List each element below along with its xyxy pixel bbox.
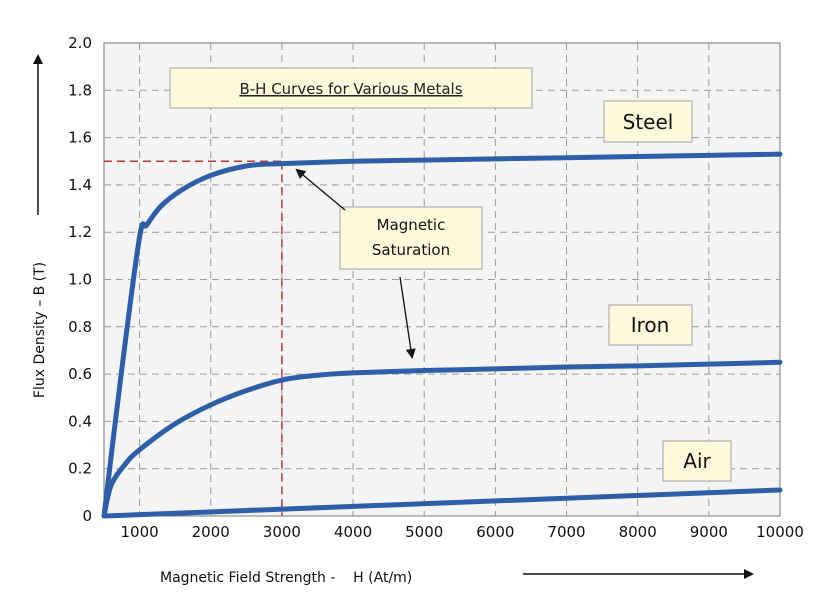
y-tick-label: 0.2: [68, 460, 92, 478]
saturation-arrow-steel: [295, 168, 346, 211]
y-tick-label: 0.4: [68, 412, 92, 430]
saturation-annotation-box: [339, 206, 483, 270]
x-tick-label: 8000: [619, 523, 657, 541]
saturation-arrow-iron: [399, 276, 416, 359]
x-tick-label: 1000: [120, 523, 158, 541]
saturation-annotation-line-2: Saturation: [372, 241, 450, 259]
y-tick-label: 0.6: [68, 365, 92, 383]
y-tick-labels: 0 0.2 0.4 0.6 0.8 1.0 1.2 1.4 1.6 1.8 2.0: [68, 34, 92, 525]
x-tick-label: 6000: [476, 523, 514, 541]
x-tick-label: 9000: [690, 523, 728, 541]
chart-title-box: [169, 67, 533, 109]
series-line-air: [101, 487, 783, 519]
y-tick-label: 1.0: [68, 271, 92, 289]
chart-title: B-H Curves for Various Metals: [239, 80, 462, 98]
x-axis-title: Magnetic Field Strength - H (At/m): [160, 570, 412, 586]
series-line-iron: [101, 359, 783, 519]
y-axis-title: Flux Density – B (T): [32, 262, 48, 398]
y-tick-label: 0.8: [68, 318, 92, 336]
air-label: Air: [683, 449, 711, 473]
air-label-box: [662, 440, 732, 482]
iron-label: Iron: [631, 313, 670, 337]
iron-label-box: [608, 304, 693, 346]
y-tick-label: 1.2: [68, 223, 92, 241]
saturation-marker-lines: [104, 160, 283, 516]
y-tick-label: 0: [82, 507, 92, 525]
steel-label-box: [603, 100, 693, 143]
x-tick-labels: 1000 2000 3000 4000 5000 6000 7000 8000 9000 1000…: [120, 523, 803, 541]
x-tick-label: 4000: [334, 523, 372, 541]
steel-label: Steel: [623, 110, 674, 134]
x-tick-label: 7000: [547, 523, 585, 541]
y-tick-label: 1.6: [68, 129, 92, 147]
y-tick-label: 2.0: [68, 34, 92, 52]
x-tick-label: 5000: [405, 523, 443, 541]
y-tick-label: 1.8: [68, 81, 92, 99]
saturation-annotation-line-1: Magnetic: [377, 216, 446, 234]
series-curves: [101, 151, 783, 519]
x-tick-label: 3000: [263, 523, 301, 541]
x-tick-label: 10000: [756, 523, 804, 541]
x-tick-label: 2000: [192, 523, 230, 541]
series-line-steel: [101, 151, 783, 519]
y-tick-label: 1.4: [68, 176, 92, 194]
